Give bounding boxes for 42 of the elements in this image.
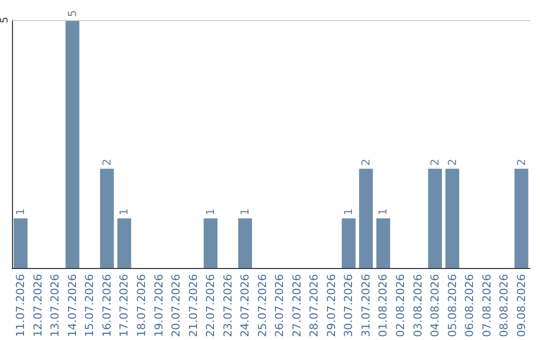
data-label: 2 <box>359 158 372 166</box>
x-tick-label: 24.07.2026 <box>238 274 252 338</box>
x-tick-label: 06.08.2026 <box>463 274 476 338</box>
x-tick-label: 08.08.2026 <box>498 274 511 338</box>
data-label: 2 <box>446 158 459 166</box>
x-tick-label: 15.07.2026 <box>83 274 96 338</box>
x-tick-label: 07.08.2026 <box>480 274 494 338</box>
x-tick-label: 29.07.2026 <box>324 274 338 338</box>
x-tick-label: 23.07.2026 <box>221 274 234 338</box>
x-tick-label: 19.07.2026 <box>152 274 166 338</box>
data-label: 1 <box>238 208 252 216</box>
x-tick-label: 05.08.2026 <box>446 274 459 338</box>
data-label: 5 <box>66 10 79 17</box>
x-tick-label: 20.07.2026 <box>170 274 183 338</box>
x-tick-label: 25.07.2026 <box>256 274 269 338</box>
data-label: 2 <box>514 158 528 166</box>
x-tick-label: 26.07.2026 <box>273 274 286 338</box>
x-tick-label: 04.08.2026 <box>428 274 442 338</box>
x-tick-label: 12.07.2026 <box>31 274 44 338</box>
x-tick-label: 21.07.2026 <box>186 274 200 338</box>
x-tick-label: 03.08.2026 <box>411 274 424 338</box>
data-label: 1 <box>342 208 356 216</box>
data-label: 1 <box>376 208 390 216</box>
x-tick-label: 01.08.2026 <box>376 274 390 338</box>
x-tick-label: 31.07.2026 <box>359 274 372 338</box>
x-tick-label: 09.08.2026 <box>514 274 528 338</box>
x-tick-label: 13.07.2026 <box>48 274 62 338</box>
x-tick-label: 16.07.2026 <box>100 274 114 338</box>
x-tick-label: 14.07.2026 <box>66 274 79 338</box>
data-label: 1 <box>118 208 131 216</box>
x-tick-label: 17.07.2026 <box>118 274 131 338</box>
data-label: 2 <box>100 158 114 166</box>
x-tick-label: 11.07.2026 <box>14 274 28 338</box>
data-label: 1 <box>204 208 218 216</box>
data-label: 2 <box>428 158 442 166</box>
x-tick-label: 30.07.2026 <box>342 274 356 338</box>
x-tick-label: 22.07.2026 <box>204 274 218 338</box>
x-tick-label: 27.07.2026 <box>290 274 304 338</box>
x-tick-label: 02.08.2026 <box>394 274 407 338</box>
x-tick-label: 18.07.2026 <box>135 274 148 338</box>
x-tick-label: 28.07.2026 <box>308 274 321 338</box>
data-label: 1 <box>14 208 28 216</box>
